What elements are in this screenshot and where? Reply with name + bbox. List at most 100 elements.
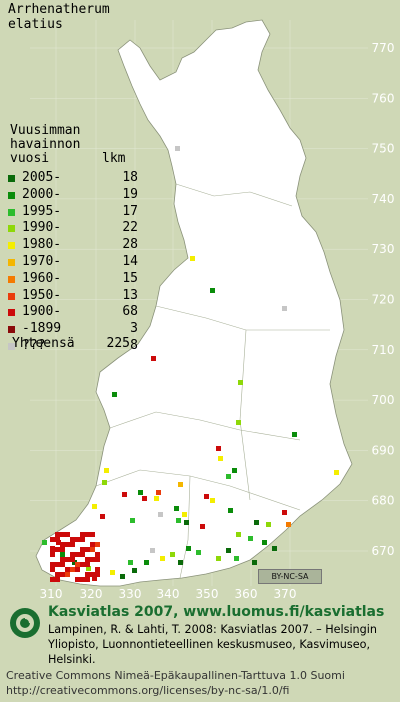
legend-count: 14: [122, 253, 138, 269]
license-name: Creative Commons Nimeä-Epäkaupallinen-Ta…: [6, 669, 345, 682]
legend-year: 1970-: [22, 253, 62, 269]
species-epithet: elatius: [8, 17, 63, 32]
legend-count-header: lkm: [102, 151, 126, 166]
legend-swatch: [8, 342, 15, 350]
legend-swatch: [8, 191, 15, 199]
axis-tick-labels: 310 320 330 340 350 360 370 770 760 750 740 730 720 7…: [40, 41, 395, 600]
observation-marker: [65, 572, 70, 577]
observation-marker: [286, 522, 291, 527]
observation-marker: [252, 560, 257, 565]
legend-year: 1980-: [22, 237, 62, 253]
observation-marker: [70, 557, 75, 562]
x-tick-label: 340: [157, 587, 180, 600]
observation-marker: [65, 542, 70, 547]
observation-marker: [60, 547, 65, 552]
cc-badge-label: BY-NC-SA: [271, 572, 309, 581]
observation-marker: [156, 490, 161, 495]
legend-count: 18: [122, 170, 138, 185]
legend-row: -1899 3: [8, 321, 138, 338]
observation-marker: [112, 392, 117, 397]
species-name: Arrhenatherum elatius: [8, 2, 110, 32]
observation-marker: [85, 562, 90, 567]
x-tick-label: 360: [235, 587, 258, 600]
y-tick-label: 670: [372, 544, 395, 558]
observation-marker: [60, 532, 65, 537]
observation-marker: [80, 537, 85, 542]
y-tick-label: 720: [372, 293, 395, 307]
observation-marker: [55, 562, 60, 567]
observation-marker: [178, 482, 183, 487]
observation-marker: [130, 518, 135, 523]
observation-marker: [80, 547, 85, 552]
observation-marker: [292, 432, 297, 437]
legend-count: 22: [122, 220, 138, 236]
observation-marker: [70, 542, 75, 547]
observation-marker: [282, 306, 287, 311]
observation-marker: [92, 576, 97, 581]
observation-marker: [175, 146, 180, 151]
legend-count: 17: [122, 203, 138, 219]
legend-swatch: [8, 258, 15, 266]
observation-marker: [80, 532, 85, 537]
observation-marker: [75, 567, 80, 572]
observation-marker: [178, 560, 183, 565]
legend-swatch: [8, 208, 15, 216]
observation-marker: [266, 522, 271, 527]
observation-marker: [95, 557, 100, 562]
legend-year: 1950-: [22, 287, 62, 303]
y-tick-label: 690: [372, 443, 395, 457]
observation-marker: [102, 480, 107, 485]
observation-marker: [70, 537, 75, 542]
observation-marker: [80, 562, 85, 567]
observation-marker: [218, 456, 223, 461]
y-tick-label: 750: [372, 142, 395, 156]
y-tick-label: 700: [372, 393, 395, 407]
legend-row: 1960- 15: [8, 271, 138, 288]
observation-marker: [238, 380, 243, 385]
x-tick-label: 310: [40, 587, 63, 600]
observation-marker: [150, 548, 155, 553]
legend-swatch: [8, 225, 15, 233]
legend-row: 2005- 18: [8, 170, 138, 187]
observation-marker: [182, 512, 187, 517]
observation-marker: [85, 577, 90, 582]
observation-marker: [272, 546, 277, 551]
legend-row: 1980- 28: [8, 237, 138, 254]
observation-marker: [50, 552, 55, 557]
credit-title[interactable]: Kasviatlas 2007, www.luomus.fi/kasviatla…: [48, 604, 385, 620]
license-url[interactable]: http://creativecommons.org/licenses/by-n…: [6, 684, 290, 697]
observation-marker: [236, 420, 241, 425]
kasviatlas-logo-icon: [10, 608, 40, 638]
y-tick-label: 710: [372, 343, 395, 357]
total-label: Yhteensä: [12, 336, 75, 351]
observation-marker: [90, 532, 95, 537]
cc-license-badge[interactable]: BY-NC-SA: [258, 569, 322, 584]
observation-marker: [184, 520, 189, 525]
observation-marker: [104, 468, 109, 473]
legend-title-line: Vuusimman: [10, 123, 81, 138]
observation-marker: [100, 514, 105, 519]
observation-marker: [154, 496, 159, 501]
observation-marker: [55, 577, 60, 582]
observation-markers: [42, 146, 339, 582]
observation-marker: [248, 536, 253, 541]
observation-marker: [60, 562, 65, 567]
observation-marker: [70, 552, 75, 557]
observation-marker: [86, 566, 91, 571]
observation-marker: [138, 490, 143, 495]
legend-swatch: [8, 275, 15, 283]
legend-row: 1970- 14: [8, 254, 138, 271]
legend-count: 19: [122, 186, 138, 202]
observation-marker: [144, 560, 149, 565]
observation-marker: [50, 547, 55, 552]
observation-marker: [70, 567, 75, 572]
legend-year: -1899: [22, 321, 62, 337]
finland-distribution-map: 310 320 330 340 350 360 370 770 760 750 740 730 720 7…: [30, 19, 395, 600]
y-tick-label: 680: [372, 494, 395, 508]
observation-marker: [55, 572, 60, 577]
observation-marker: [170, 552, 175, 557]
legend-swatch: [8, 292, 15, 300]
observation-marker: [151, 356, 156, 361]
observation-marker: [80, 552, 85, 557]
observation-marker: [65, 532, 70, 537]
